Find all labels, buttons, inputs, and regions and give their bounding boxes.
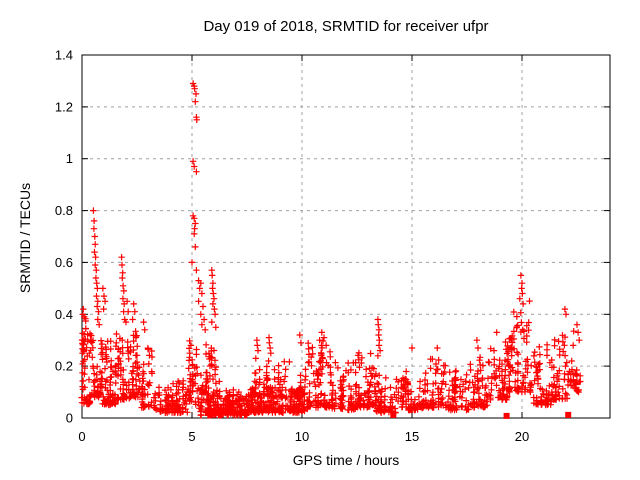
x-tick-label: 15 xyxy=(405,429,419,444)
tick-labels: 0 5 10 15 20 0 0.2 0.4 0.6 0.8 1 1.2 1.4 xyxy=(55,48,529,445)
y-tick-label: 0.6 xyxy=(55,255,73,270)
x-tick-label: 0 xyxy=(78,429,85,444)
y-tick-label: 0.8 xyxy=(55,203,73,218)
x-tick-label: 20 xyxy=(515,429,529,444)
near-zero-square-markers xyxy=(390,411,572,419)
y-tick-label: 0 xyxy=(66,411,73,426)
y-tick-label: 0.4 xyxy=(55,307,73,322)
plot-border xyxy=(81,54,611,419)
y-tick-label: 0.2 xyxy=(55,359,73,374)
x-tick-label: 10 xyxy=(295,429,309,444)
y-tick-label: 1 xyxy=(66,151,73,166)
x-axis-label: GPS time / hours xyxy=(292,452,400,468)
y-tick-label: 1.4 xyxy=(55,48,73,63)
y-tick-label: 1.2 xyxy=(55,99,73,114)
chart-title: Day 019 of 2018, SRMTID for receiver ufp… xyxy=(203,18,489,35)
srmtid-plus-markers xyxy=(78,80,584,419)
x-tick-label: 5 xyxy=(188,429,195,444)
